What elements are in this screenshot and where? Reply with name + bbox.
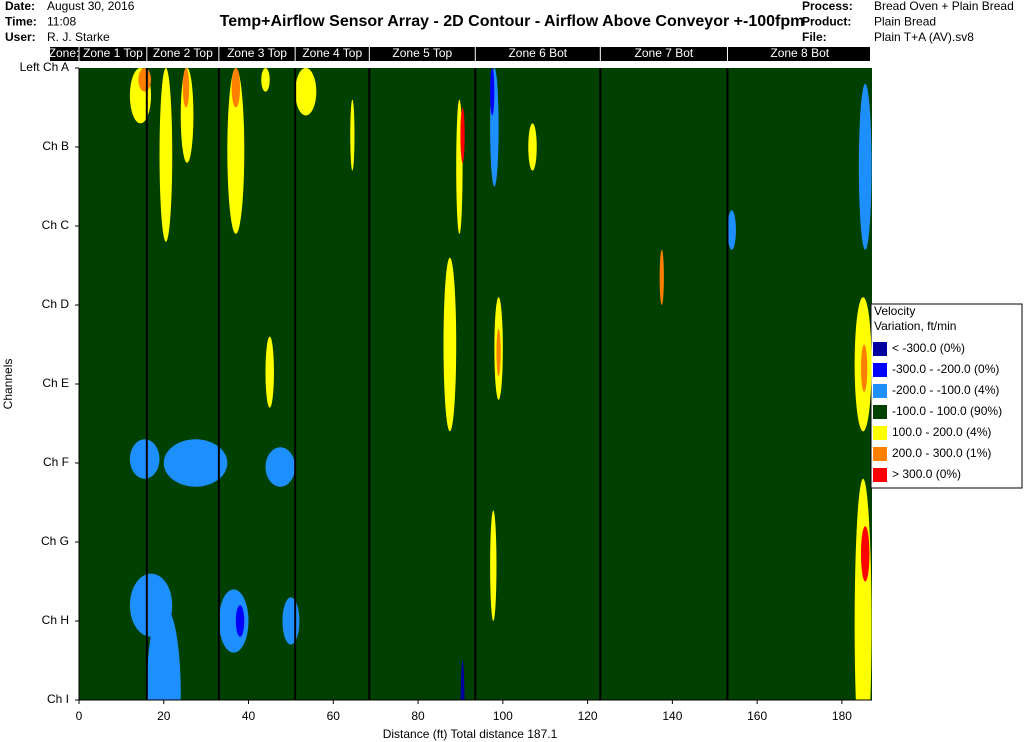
contour-region [443, 257, 457, 432]
contour-region [295, 68, 317, 116]
contour-region [496, 328, 501, 377]
header-value: August 30, 2016 [47, 0, 135, 13]
chart-title: Temp+Airflow Sensor Array - 2D Contour -… [220, 13, 805, 30]
header-value: Plain Bread [874, 15, 936, 29]
contour-region [490, 510, 497, 621]
contour-region [146, 605, 181, 700]
contour-region [218, 589, 249, 653]
x-tick-label: 120 [578, 709, 598, 723]
contour-region [528, 123, 537, 171]
header-value: Plain T+A (AV).sv8 [874, 30, 974, 44]
x-tick-label: 140 [662, 709, 682, 723]
contour [129, 68, 872, 700]
contour-region [860, 344, 868, 392]
legend-title: Variation, ft/min [874, 319, 956, 333]
x-tick-label: 180 [832, 709, 852, 723]
legend-label: 200.0 - 300.0 (1%) [892, 446, 991, 460]
zone-name: Zone 3 Top [227, 46, 287, 60]
y-axis-label: Channels [1, 359, 15, 410]
contour-region [350, 99, 355, 171]
x-tick-label: 100 [493, 709, 513, 723]
zone-name: Zone 2 Top [153, 46, 213, 60]
legend-swatch [873, 447, 887, 461]
contour-region [860, 526, 870, 582]
contour-region [265, 336, 274, 408]
zone-name: Zone 4 Top [302, 46, 362, 60]
legend-swatch [873, 363, 887, 377]
x-tick-label: 60 [327, 709, 341, 723]
x-tick-label: 160 [747, 709, 767, 723]
contour-region [490, 68, 495, 116]
legend-label: < -300.0 (0%) [892, 341, 965, 355]
y-tick-label: Ch I [47, 692, 69, 706]
y-tick-label: Ch D [42, 297, 70, 311]
contour-region [182, 68, 190, 108]
contour-region [659, 249, 664, 305]
contour-region [231, 68, 241, 108]
zone-name: Zone 6 Bot [508, 46, 567, 60]
y-tick-label: Ch E [42, 376, 69, 390]
y-tick-label: Ch G [41, 534, 69, 548]
contour-region [282, 597, 300, 645]
x-tick-label: 80 [411, 709, 425, 723]
contour-region [858, 83, 872, 250]
zone-label: Zone: [49, 46, 80, 60]
y-tick-label: Ch C [42, 218, 70, 232]
header-key: Product: [802, 15, 851, 29]
contour-region [460, 660, 465, 700]
legend-swatch [873, 468, 887, 482]
legend-label: > 300.0 (0%) [892, 467, 961, 481]
contour-region [460, 107, 465, 163]
zone-name: Zone 1 Top [83, 46, 143, 60]
legend-swatch [873, 426, 887, 440]
contour-region [163, 439, 228, 487]
header-key: User: [5, 30, 36, 44]
header-value: Bread Oven + Plain Bread [874, 0, 1014, 13]
legend-label: -300.0 - -200.0 (0%) [892, 362, 999, 376]
zone-name: Zone 5 Top [392, 46, 452, 60]
contour-region [159, 68, 173, 242]
legend-swatch [873, 405, 887, 419]
legend-title: Velocity [874, 304, 915, 318]
contour-region [261, 68, 270, 92]
header-key: File: [802, 30, 827, 44]
contour-region [265, 447, 296, 487]
y-tick-label: Ch B [42, 139, 69, 153]
legend-label: -200.0 - -100.0 (4%) [892, 383, 999, 397]
header-key: Process: [802, 0, 853, 13]
legend-label: -100.0 - 100.0 (90%) [892, 404, 1002, 418]
y-tick-label: Ch F [43, 455, 69, 469]
x-tick-label: 0 [76, 709, 83, 723]
contour-region [138, 68, 152, 92]
header-key: Date: [5, 0, 35, 13]
legend-swatch [873, 342, 887, 356]
contour-region [727, 210, 736, 250]
y-tick-label: Ch H [42, 613, 69, 627]
x-axis-label: Distance (ft) Total distance 187.1 [383, 727, 558, 741]
x-tick-label: 40 [242, 709, 256, 723]
contour-region [129, 439, 160, 479]
zone-name: Zone 7 Bot [635, 46, 694, 60]
header-key: Time: [5, 15, 37, 29]
legend-label: 100.0 - 200.0 (4%) [892, 425, 991, 439]
y-tick-label: Left Ch A [20, 60, 69, 74]
header-value: 11:08 [47, 15, 76, 29]
legend-swatch [873, 384, 887, 398]
zone-bar [50, 47, 870, 61]
legend [870, 303, 1023, 489]
contour-region [235, 605, 245, 637]
x-tick-label: 20 [157, 709, 171, 723]
contour-region [227, 68, 245, 234]
zone-name: Zone 8 Bot [770, 46, 829, 60]
header-value: R. J. Starke [47, 30, 110, 44]
